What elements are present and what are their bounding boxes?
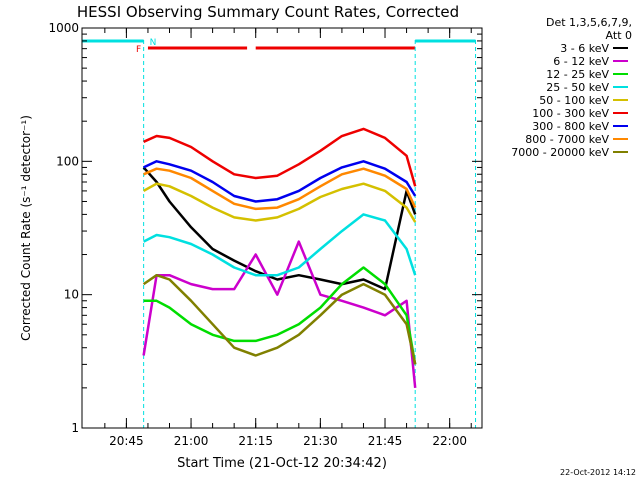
series-line-3-6-kev — [142, 166, 417, 291]
legend-label-100-300-kev: 100 - 300 keV — [532, 107, 609, 120]
y-tick-label: 1 — [71, 421, 79, 435]
y-tick-label: 10 — [64, 288, 79, 302]
legend-label-12-25-kev: 12 - 25 keV — [546, 68, 609, 81]
flag-bars: FN — [82, 38, 476, 55]
series-line-7000-20000-kev — [142, 273, 417, 365]
x-tick-label: 22:00 — [432, 434, 467, 448]
flag-label-f: F — [136, 45, 141, 55]
x-tick-label: 21:45 — [368, 434, 403, 448]
legend-header-line1: Det 1,3,5,6,7,9, — [546, 16, 632, 29]
y-tick-label: 1000 — [48, 21, 79, 35]
series-lines — [142, 127, 417, 389]
generation-timestamp: 22-Oct-2012 14:12 — [560, 468, 636, 477]
y-tick-label: 100 — [56, 154, 79, 168]
series-line-12-25-kev — [143, 266, 417, 365]
plot-frame — [81, 27, 483, 429]
series-line-25-50-kev — [143, 213, 417, 277]
series-line-6-12-kev — [142, 240, 417, 389]
event-markers — [143, 40, 477, 428]
y-axis-label: Corrected Count Rate (s⁻¹ detector⁻¹) — [19, 115, 33, 341]
legend-header-line2: Att 0 — [606, 29, 632, 42]
series-line-300-800-kev — [143, 160, 417, 203]
legend-label-300-800-kev: 300 - 800 keV — [532, 120, 609, 133]
x-axis-label: Start Time (21-Oct-12 20:34:42) — [177, 456, 387, 471]
x-tick-label: 21:30 — [303, 434, 338, 448]
x-tick-label: 21:15 — [238, 434, 273, 448]
x-tick-label: 21:00 — [174, 434, 209, 448]
flag-label-n: N — [150, 38, 157, 48]
y-axis: 1 10 100 1000 — [48, 21, 482, 435]
legend-label-7000-20000-kev: 7000 - 20000 keV — [511, 146, 609, 159]
chart-title: HESSI Observing Summary Count Rates, Cor… — [77, 3, 459, 21]
legend-label-25-50-kev: 25 - 50 keV — [546, 81, 609, 94]
series-line-100-300-kev — [143, 127, 417, 187]
series-line-800-7000-kev — [143, 167, 417, 211]
legend-label-3-6-kev: 3 - 6 keV — [560, 42, 609, 55]
legend-label-6-12-kev: 6 - 12 keV — [553, 55, 609, 68]
legend-label-50-100-kev: 50 - 100 keV — [539, 94, 609, 107]
series-line-50-100-kev — [142, 182, 417, 223]
x-tick-label: 20:45 — [109, 434, 144, 448]
legend-label-800-7000-kev: 800 - 7000 keV — [525, 133, 609, 146]
x-axis: 20:45 21:00 21:15 21:30 21:45 22:00 — [104, 28, 472, 448]
